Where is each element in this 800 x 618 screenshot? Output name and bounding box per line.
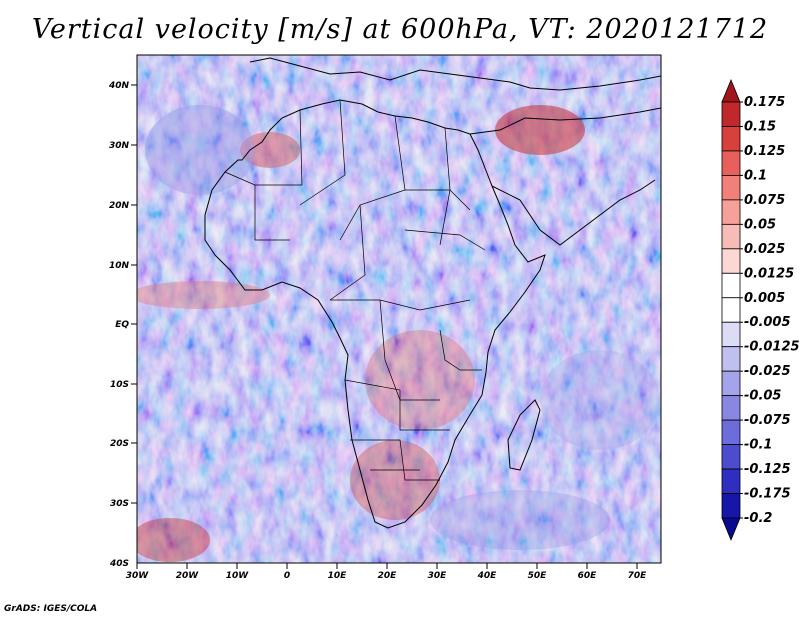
colorbar-swatch: [721, 321, 741, 348]
grads-credit: GrADS: IGES/COLA: [4, 604, 98, 614]
colorbar-swatch: [721, 444, 741, 470]
colorbar-swatch: [721, 346, 741, 372]
colorbar-swatch: [721, 493, 741, 519]
colorbar-label: 0.125: [744, 144, 785, 159]
colorbar-swatch: [721, 175, 741, 201]
colorbar-swatch: [721, 395, 741, 421]
y-tick-label: 10S: [110, 380, 129, 390]
colorbar-label: -0.0125: [744, 340, 800, 355]
colorbar-label: -0.1: [744, 438, 772, 453]
y-tick-label: 20S: [110, 439, 129, 449]
country-borders: [224, 99, 486, 481]
colorbar-swatch: [721, 126, 741, 152]
y-tick-label: 30S: [110, 499, 129, 509]
colorbar-swatch: [721, 370, 741, 397]
colorbar-swatch: [721, 199, 741, 225]
x-tick-label: 30W: [126, 571, 150, 581]
colorbar-label: 0.075: [744, 193, 785, 208]
x-tick-label: 50E: [528, 571, 548, 581]
colorbar-swatch: [721, 101, 741, 127]
y-tick-label: 30N: [109, 141, 130, 151]
chart-title: Vertical velocity [m/s] at 600hPa, VT: 2…: [31, 14, 769, 45]
x-tick-label: 60E: [578, 571, 598, 581]
y-tick-label: 40N: [108, 81, 130, 91]
colorbar-label: -0.2: [744, 511, 772, 526]
colorbar-swatch: [721, 150, 741, 176]
plot-frame: [136, 54, 662, 564]
colorbar-label: -0.075: [744, 413, 791, 428]
colorbar-bottom-triangle: [721, 517, 741, 542]
y-axis: 40N 30N 20N 10N EQ 10S 20S 30S 40S: [108, 81, 137, 569]
colorbar-label: -0.05: [744, 389, 781, 404]
x-tick-label: 40E: [477, 571, 498, 581]
x-tick-label: 0: [284, 571, 290, 581]
colorbar-label: -0.025: [744, 364, 791, 379]
colorbar-swatch: [721, 468, 741, 494]
colorbar: 0.175 0.15 0.125 0.1 0.075 0.05 0.025 0.0125 0.0…: [721, 78, 800, 542]
colorbar-label: 0.175: [744, 95, 785, 110]
colorbar-label: -0.125: [744, 462, 791, 477]
x-axis: 30W 20W 10W 0 10E 20E 30E 40E 50E 60E 70…: [126, 563, 647, 581]
x-tick-label: 10W: [226, 571, 250, 581]
colorbar-label: 0.0125: [744, 266, 794, 281]
coastline: [204, 57, 661, 529]
x-tick-label: 10E: [328, 571, 348, 581]
colorbar-label: 0.05: [744, 217, 776, 232]
colorbar-swatch: [721, 223, 741, 250]
y-tick-label: 40S: [109, 559, 129, 569]
colorbar-label: 0.025: [744, 242, 785, 257]
colorbar-label: 0.15: [744, 119, 776, 134]
y-tick-label: 10N: [109, 261, 130, 271]
colorbar-swatch: [721, 248, 741, 274]
x-tick-label: 70E: [628, 571, 648, 581]
colorbar-label: -0.005: [744, 315, 791, 330]
colorbar-top-triangle: [721, 78, 741, 103]
x-tick-label: 20E: [378, 571, 398, 581]
colorbar-label: 0.1: [744, 168, 767, 183]
x-tick-label: 30E: [428, 571, 448, 581]
colorbar-swatch: [721, 272, 741, 299]
colorbar-label: 0.005: [744, 291, 785, 306]
colorbar-swatch: [721, 419, 741, 445]
y-tick-label: 20N: [109, 201, 130, 211]
colorbar-swatch: [721, 297, 741, 323]
y-tick-label: EQ: [115, 320, 129, 330]
colorbar-label: -0.175: [744, 487, 791, 502]
velocity-field: [137, 55, 661, 563]
x-tick-label: 20W: [176, 571, 200, 581]
